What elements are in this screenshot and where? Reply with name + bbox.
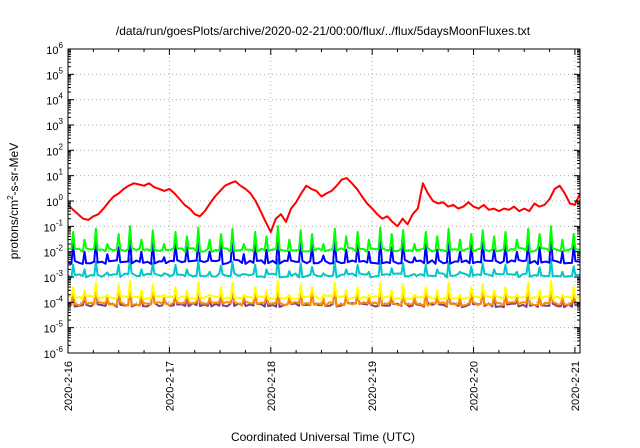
y-tick-label: 102 — [46, 142, 63, 158]
x-tick-label: 2020-2-20 — [469, 361, 481, 411]
series-line — [67, 225, 581, 253]
series-layer — [67, 177, 581, 309]
series-line — [67, 258, 580, 279]
y-tick-label: 105 — [46, 66, 63, 82]
y-tick-label: 104 — [46, 92, 63, 108]
y-tick-label: 101 — [46, 168, 63, 184]
y-tick-label: 10-1 — [44, 218, 64, 234]
x-tick-label: 2020-2-19 — [367, 361, 379, 411]
chart-title: /data/run/goesPlots/archive/2020-02-21/0… — [116, 24, 531, 38]
y-tick-label: 106 — [46, 41, 63, 57]
x-tick-label: 2020-2-16 — [63, 361, 75, 411]
x-tick-label: 2020-2-21 — [570, 361, 582, 411]
y-axis-label: protons/cm2-s-sr-MeV — [6, 143, 21, 259]
series-line — [67, 177, 581, 233]
y-tick-label: 10-2 — [44, 244, 64, 260]
series-line — [67, 279, 581, 301]
y-axis-ticks: 10-6 10-5 10-4 10-3 10-2 10-1 100 101 102 103 104 1… — [44, 41, 580, 361]
y-tick-label: 103 — [46, 117, 63, 133]
x-axis-label: Coordinated Universal Time (UTC) — [231, 430, 415, 444]
y-tick-label: 10-5 — [44, 320, 64, 336]
y-tick-label: 10-6 — [44, 345, 64, 361]
y-tick-label: 100 — [46, 193, 63, 209]
x-tick-label: 2020-2-17 — [164, 361, 176, 411]
x-axis-ticks: 2020-2-16 2020-2-17 2020-2-18 2020-2-19 2020… — [63, 49, 582, 411]
x-tick-label: 2020-2-18 — [266, 361, 278, 411]
y-tick-label: 10-3 — [44, 269, 64, 285]
y-tick-label: 10-4 — [44, 294, 64, 310]
